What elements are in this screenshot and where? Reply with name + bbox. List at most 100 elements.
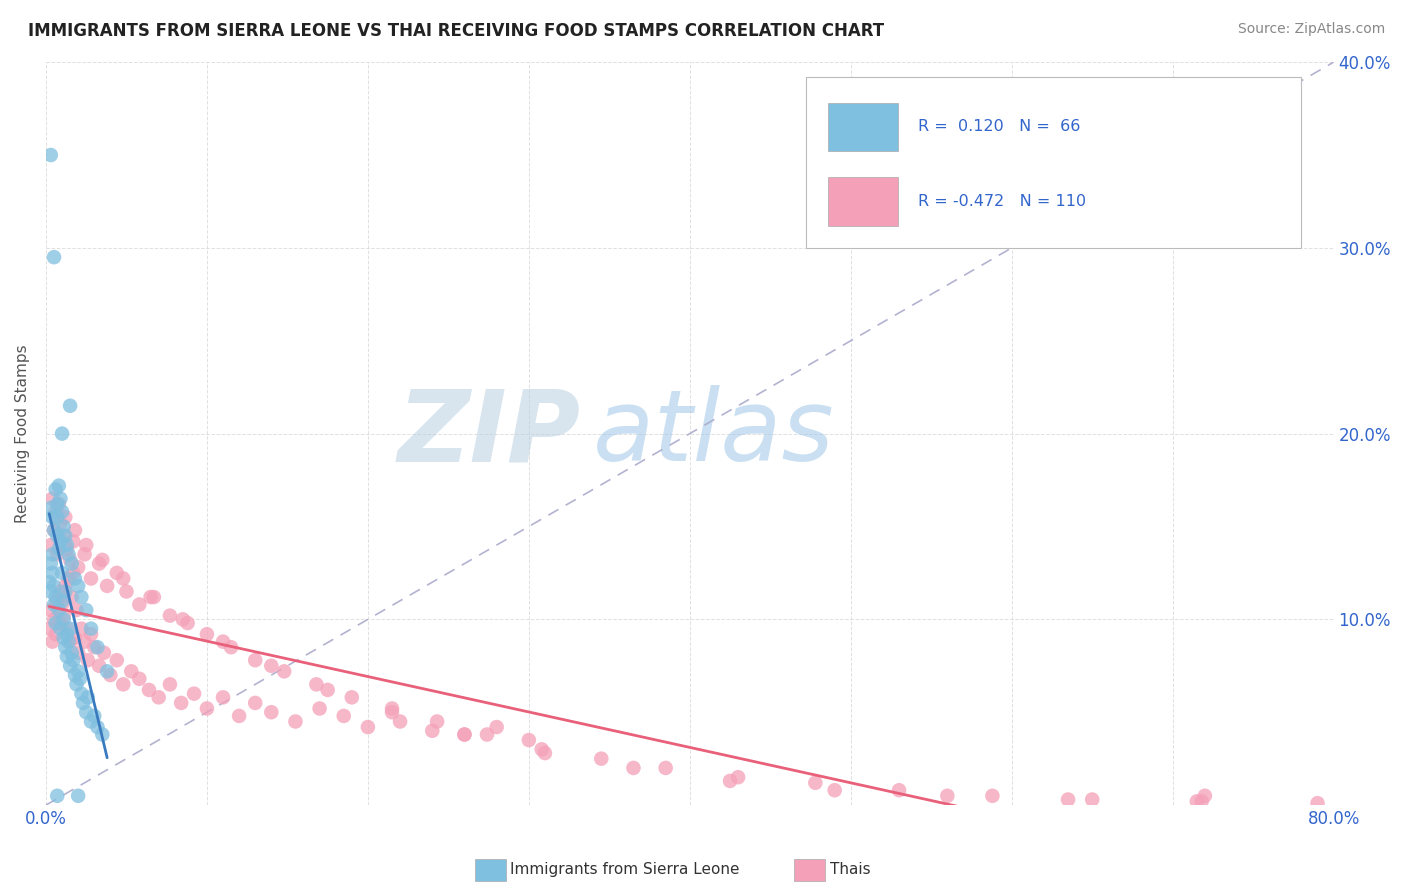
- Point: [142, 590, 165, 604]
- Point: [75, 603, 97, 617]
- FancyBboxPatch shape: [828, 178, 898, 226]
- Point: [62, 653, 84, 667]
- Point: [52, 519, 75, 533]
- Point: [389, 714, 412, 729]
- Point: [357, 720, 380, 734]
- Point: [46, 594, 69, 608]
- Point: [1194, 789, 1216, 803]
- Point: [105, 566, 128, 580]
- Point: [98, 668, 121, 682]
- Point: [112, 572, 135, 586]
- Point: [56, 541, 79, 556]
- Point: [59, 658, 82, 673]
- Point: [195, 627, 218, 641]
- Point: [59, 399, 82, 413]
- Point: [51, 594, 73, 608]
- Text: ZIP: ZIP: [398, 385, 581, 482]
- Point: [80, 572, 103, 586]
- Point: [53, 510, 76, 524]
- Point: [96, 665, 118, 679]
- Point: [1057, 792, 1080, 806]
- Point: [67, 560, 90, 574]
- Point: [381, 705, 404, 719]
- Point: [86, 640, 108, 655]
- Point: [381, 701, 404, 715]
- Point: [591, 751, 613, 765]
- Point: [824, 783, 846, 797]
- Point: [58, 547, 80, 561]
- Point: [65, 677, 87, 691]
- Point: [48, 541, 70, 556]
- Point: [718, 773, 741, 788]
- Point: [39, 500, 62, 515]
- Y-axis label: Receiving Food Stamps: Receiving Food Stamps: [15, 344, 30, 523]
- Point: [49, 584, 72, 599]
- Point: [623, 761, 645, 775]
- Point: [63, 523, 86, 537]
- Point: [69, 672, 91, 686]
- Point: [39, 557, 62, 571]
- Point: [332, 709, 354, 723]
- Point: [67, 665, 90, 679]
- Point: [56, 538, 79, 552]
- Point: [87, 658, 110, 673]
- Point: [219, 640, 242, 655]
- Point: [91, 727, 114, 741]
- Point: [46, 789, 69, 803]
- Point: [39, 603, 62, 617]
- Point: [73, 547, 96, 561]
- FancyBboxPatch shape: [828, 103, 898, 152]
- Point: [804, 776, 827, 790]
- Point: [245, 653, 267, 667]
- Point: [139, 590, 162, 604]
- Point: [80, 714, 103, 729]
- Point: [1306, 796, 1329, 810]
- Point: [72, 696, 94, 710]
- Point: [76, 690, 98, 705]
- FancyBboxPatch shape: [806, 77, 1302, 248]
- Point: [38, 575, 60, 590]
- Point: [49, 516, 72, 530]
- Point: [52, 631, 75, 645]
- Point: [48, 497, 70, 511]
- Point: [51, 505, 73, 519]
- Point: [58, 634, 80, 648]
- Point: [67, 789, 90, 803]
- Point: [56, 649, 79, 664]
- Point: [49, 622, 72, 636]
- Point: [63, 668, 86, 682]
- Point: [340, 690, 363, 705]
- Text: R = -0.472   N = 110: R = -0.472 N = 110: [918, 194, 1085, 209]
- Point: [45, 627, 67, 641]
- Point: [56, 622, 79, 636]
- Point: [39, 538, 62, 552]
- Point: [62, 534, 84, 549]
- Point: [654, 761, 676, 775]
- Point: [475, 727, 498, 741]
- Point: [453, 727, 475, 741]
- Point: [41, 634, 63, 648]
- Point: [80, 627, 103, 641]
- Point: [83, 709, 105, 723]
- Point: [42, 523, 65, 537]
- Point: [48, 603, 70, 617]
- Point: [426, 714, 449, 729]
- Point: [316, 682, 339, 697]
- Point: [245, 696, 267, 710]
- Point: [48, 615, 70, 630]
- Point: [52, 529, 75, 543]
- Point: [42, 579, 65, 593]
- Point: [172, 612, 194, 626]
- Point: [195, 701, 218, 715]
- Point: [105, 653, 128, 667]
- Point: [45, 483, 67, 497]
- Point: [41, 547, 63, 561]
- Point: [159, 608, 181, 623]
- Text: Source: ZipAtlas.com: Source: ZipAtlas.com: [1237, 22, 1385, 37]
- Point: [96, 579, 118, 593]
- Point: [112, 677, 135, 691]
- Text: Immigrants from Sierra Leone: Immigrants from Sierra Leone: [510, 863, 740, 877]
- Point: [159, 677, 181, 691]
- Point: [46, 547, 69, 561]
- Point: [1191, 794, 1213, 808]
